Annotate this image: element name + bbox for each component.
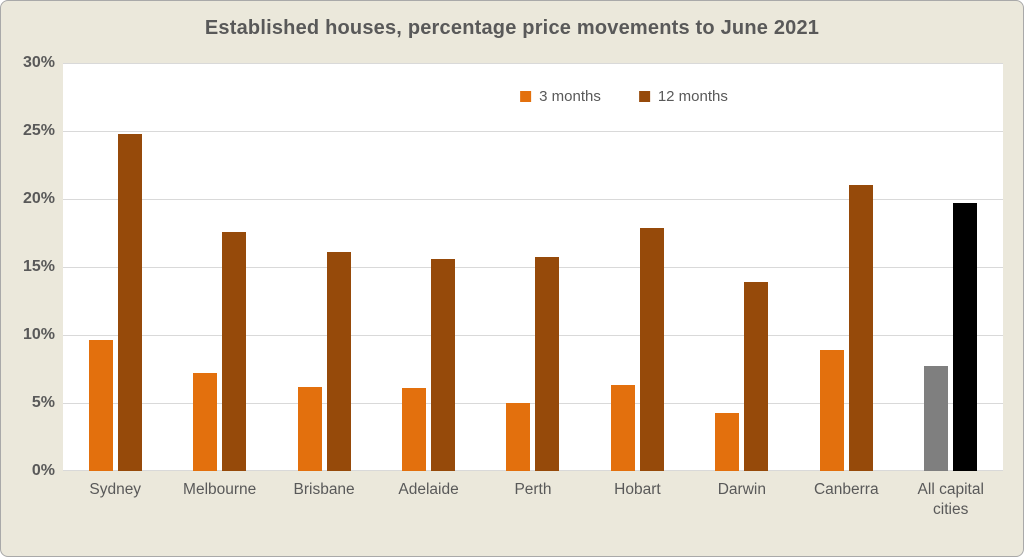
bar-group-sydney — [63, 63, 167, 471]
chart-title: Established houses, percentage price mov… — [204, 17, 820, 39]
x-axis: Sydney Melbourne Brisbane Adelaide Perth Hoba… — [63, 480, 1003, 520]
bar-canberra-3-months — [819, 349, 844, 471]
gridline-0% — [63, 470, 1003, 471]
bar-group-canberra — [794, 63, 898, 471]
bar-darwin-3-months — [715, 412, 740, 471]
gridline-5% — [63, 403, 1003, 404]
y-axis: 30% 25% 20% 15% 10% 5% 0% — [1, 55, 55, 479]
x-label-canberra: Canberra — [813, 481, 879, 498]
bar-melbourne-12-months — [222, 231, 247, 471]
legend-item-3-months: 3 months — [520, 89, 601, 104]
legend-label-3-months: 3 months — [539, 88, 601, 105]
gridline-20% — [63, 198, 1003, 200]
bar-group-melbourne — [167, 63, 271, 471]
bar-sydney-3-months — [88, 340, 113, 471]
bar-group-hobart — [585, 63, 689, 471]
bar-darwin-12-months — [744, 281, 769, 471]
bar-groups — [63, 63, 1003, 471]
bar-all-capital-cities-12-months — [953, 203, 978, 471]
bar-group-brisbane — [272, 63, 376, 471]
plot-area: 3 months 12 months — [63, 63, 1003, 471]
bar-group-all-capital-cities — [899, 63, 1003, 471]
bar-group-darwin — [690, 63, 794, 471]
gridline-10% — [63, 334, 1003, 336]
legend-swatch-icon-12-months — [638, 91, 650, 102]
bar-perth-3-months — [506, 403, 531, 471]
x-label-sydney: Sydney — [89, 481, 142, 498]
bar-sydney-12-months — [117, 133, 142, 471]
gridline-15% — [63, 267, 1003, 268]
bar-all-capital-cities-3-months — [924, 366, 949, 471]
x-label-darwin: Darwin — [717, 481, 766, 498]
x-label-perth: Perth — [514, 481, 552, 498]
legend-label-12-months: 12 months — [657, 88, 728, 105]
y-tick-label-5%: 5% — [31, 394, 55, 411]
bar-group-perth — [481, 63, 585, 471]
legend-swatch-icon-3-months — [520, 91, 532, 102]
bar-brisbane-12-months — [326, 252, 351, 471]
bar-canberra-12-months — [848, 185, 873, 471]
x-label-adelaide: Adelaide — [398, 481, 459, 498]
bar-brisbane-3-months — [297, 386, 322, 471]
bar-hobart-3-months — [610, 385, 635, 471]
bar-melbourne-3-months — [193, 373, 218, 471]
y-tick-label-10%: 10% — [22, 325, 55, 343]
x-label-brisbane: Brisbane — [293, 481, 355, 498]
legend: 3 months 12 months — [520, 89, 728, 104]
bar-adelaide-12-months — [431, 258, 456, 471]
x-label-melbourne: Melbourne — [183, 481, 257, 498]
bar-adelaide-3-months — [402, 388, 427, 471]
legend-item-12-months: 12 months — [638, 88, 728, 105]
y-tick-label-0%: 0% — [31, 462, 55, 479]
y-tick-label-20%: 20% — [22, 189, 55, 207]
x-label-hobart: Hobart — [614, 481, 661, 498]
gridline-25% — [63, 130, 1003, 132]
y-tick-label-25%: 25% — [22, 121, 55, 139]
y-tick-label-30%: 30% — [22, 54, 55, 71]
x-label-all-capital-cities: All capital cities — [917, 481, 984, 518]
y-tick-label-15%: 15% — [22, 258, 55, 275]
gridline-30% — [63, 63, 1003, 64]
bar-group-adelaide — [376, 63, 480, 471]
bar-perth-12-months — [535, 257, 560, 471]
bar-hobart-12-months — [639, 227, 664, 471]
